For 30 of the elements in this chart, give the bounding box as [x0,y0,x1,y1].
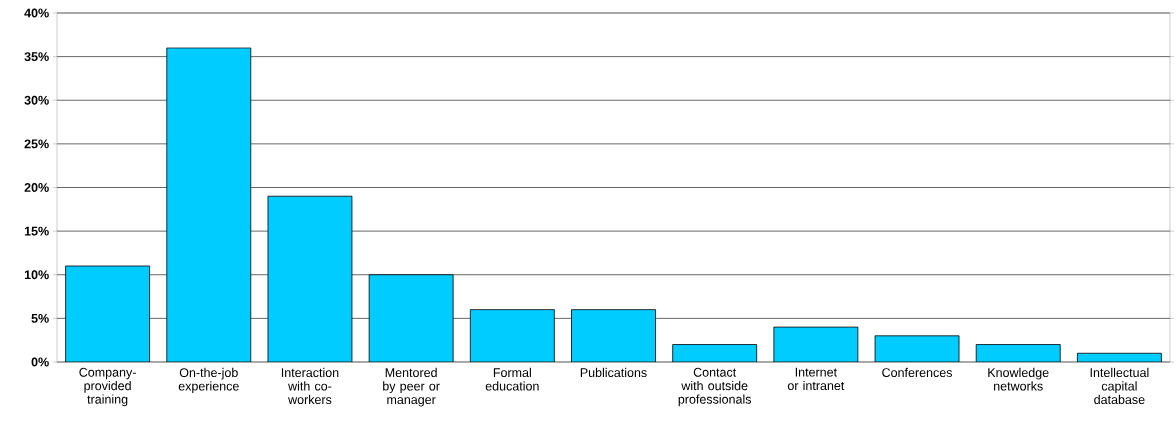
x-tick-label: Publications [580,367,647,378]
bar [672,344,757,362]
x-tick-label: Knowledge networks [988,367,1049,391]
y-tick-label: 15% [24,226,49,236]
y-tick-label: 25% [24,139,49,149]
x-tick-label: Intellectual capital database [1090,367,1149,405]
x-tick-label: Company-provided training [79,367,136,407]
y-tick-label: 5% [31,313,49,323]
y-tick-label: 30% [24,95,49,105]
bar [875,335,960,362]
bar [267,196,352,362]
y-tick-label: 0% [31,357,49,367]
bar [369,274,454,362]
bar [65,266,150,362]
x-tick-label: Contact with outside professionals [678,367,752,407]
y-tick-label: 40% [24,8,49,18]
x-tick-label: Conferences [882,367,953,378]
x-tick-label: On-the-job experience [178,367,239,393]
bar [976,344,1061,362]
x-tick-label: Mentored by peer or manager [383,367,440,407]
x-tick-label: Internet or intranet [787,367,845,391]
bar [773,327,858,362]
bar [470,309,555,362]
bar [166,47,251,362]
y-tick-label: 35% [24,52,49,62]
y-tick-label: 10% [24,270,49,280]
x-tick-label: Formal education [485,367,539,391]
y-tick-label: 20% [24,183,49,192]
bar [571,309,656,362]
x-tick-label: Interaction with co-workers [281,367,339,405]
